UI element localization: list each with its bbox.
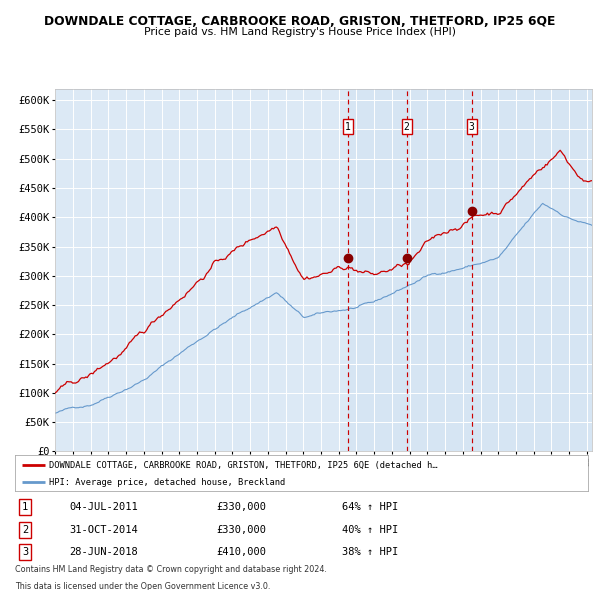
Text: 1: 1 (344, 122, 350, 132)
Text: 64% ↑ HPI: 64% ↑ HPI (342, 502, 398, 512)
Text: 2: 2 (22, 525, 28, 535)
Text: 2: 2 (404, 122, 410, 132)
Text: 04-JUL-2011: 04-JUL-2011 (69, 502, 138, 512)
Text: Contains HM Land Registry data © Crown copyright and database right 2024.: Contains HM Land Registry data © Crown c… (15, 565, 327, 574)
Text: DOWNDALE COTTAGE, CARBROOKE ROAD, GRISTON, THETFORD, IP25 6QE: DOWNDALE COTTAGE, CARBROOKE ROAD, GRISTO… (44, 15, 556, 28)
Text: 28-JUN-2018: 28-JUN-2018 (69, 547, 138, 557)
Text: DOWNDALE COTTAGE, CARBROOKE ROAD, GRISTON, THETFORD, IP25 6QE (detached h…: DOWNDALE COTTAGE, CARBROOKE ROAD, GRISTO… (49, 461, 438, 470)
Bar (347, 88, 600, 451)
Text: 3: 3 (469, 122, 475, 132)
Text: This data is licensed under the Open Government Licence v3.0.: This data is licensed under the Open Gov… (15, 582, 271, 590)
Text: £410,000: £410,000 (216, 547, 266, 557)
Text: HPI: Average price, detached house, Breckland: HPI: Average price, detached house, Brec… (49, 477, 286, 487)
Text: 38% ↑ HPI: 38% ↑ HPI (342, 547, 398, 557)
Text: 3: 3 (22, 547, 28, 557)
Text: £330,000: £330,000 (216, 525, 266, 535)
Text: 1: 1 (22, 502, 28, 512)
Text: £330,000: £330,000 (216, 502, 266, 512)
Text: Price paid vs. HM Land Registry's House Price Index (HPI): Price paid vs. HM Land Registry's House … (144, 27, 456, 37)
Text: 40% ↑ HPI: 40% ↑ HPI (342, 525, 398, 535)
Text: 31-OCT-2014: 31-OCT-2014 (69, 525, 138, 535)
